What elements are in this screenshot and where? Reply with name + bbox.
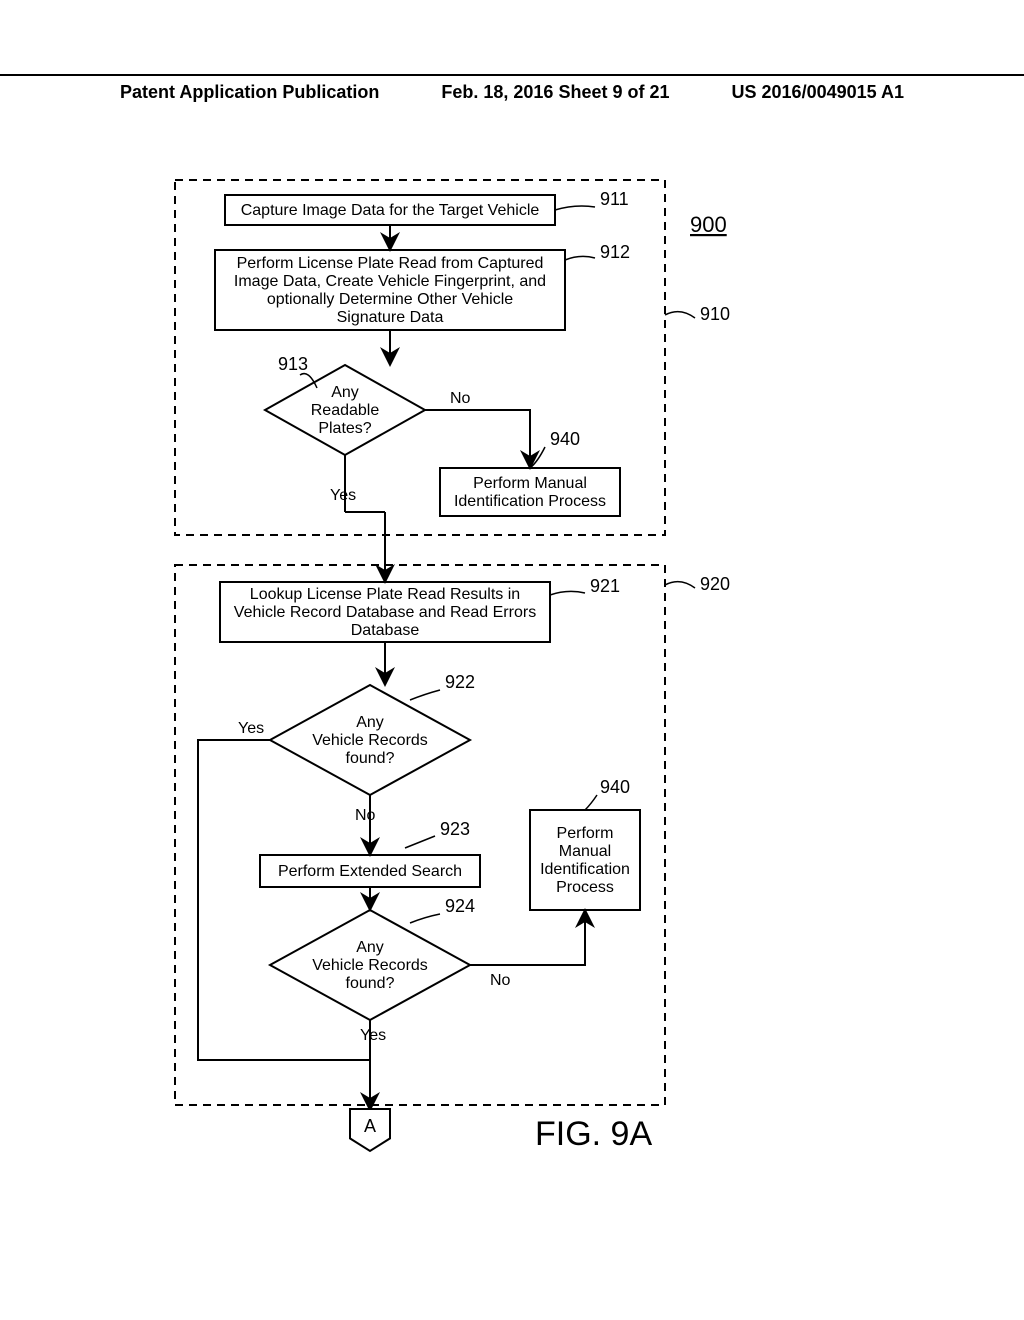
ref-label: 912 xyxy=(600,242,630,262)
diamond-text: Any xyxy=(331,384,359,401)
group-label: 920 xyxy=(700,574,730,594)
figure-label: FIG. 9A xyxy=(535,1115,652,1153)
edge-label: Yes xyxy=(360,1027,386,1044)
diamond-text: Any xyxy=(356,939,384,956)
group-label: 910 xyxy=(700,304,730,324)
box-text: Capture Image Data for the Target Vehicl… xyxy=(241,202,540,219)
box-text: Perform Manual xyxy=(473,475,587,492)
diamond-text: Plates? xyxy=(318,420,371,437)
edge-label: No xyxy=(490,972,511,989)
diamond-text: found? xyxy=(346,750,395,767)
ref-label: 922 xyxy=(445,672,475,692)
ref-label: 940 xyxy=(600,777,630,797)
ref-label: 923 xyxy=(440,819,470,839)
box-text: Lookup License Plate Read Results in xyxy=(250,586,520,603)
diamond-text: Vehicle Records xyxy=(312,732,428,749)
diamond-text: Readable xyxy=(311,402,380,419)
edge-label: No xyxy=(450,390,471,407)
diamond-text: found? xyxy=(346,975,395,992)
diamond-text: Vehicle Records xyxy=(312,957,428,974)
box-text: Process xyxy=(556,879,614,896)
box-text: Perform Extended Search xyxy=(278,863,462,880)
ref-label: 913 xyxy=(278,354,308,374)
edge-label: No xyxy=(355,807,376,824)
connector-label: A xyxy=(364,1116,376,1136)
ref-label: 921 xyxy=(590,576,620,596)
process-number: 900 xyxy=(690,212,727,237)
box-text: optionally Determine Other Vehicle xyxy=(267,291,513,308)
box-text: Vehicle Record Database and Read Errors xyxy=(234,604,536,621)
box-text: Image Data, Create Vehicle Fingerprint, … xyxy=(234,273,546,290)
diamond-text: Any xyxy=(356,714,384,731)
flowchart: 910 920 Capture Image Data for the Target … xyxy=(0,0,1024,1320)
flow-edge xyxy=(198,740,357,1060)
box-text: Manual xyxy=(559,843,611,860)
edge-label: Yes xyxy=(238,720,264,737)
page: Patent Application Publication Feb. 18, … xyxy=(0,0,1024,1320)
ref-label: 924 xyxy=(445,896,475,916)
box-text: Signature Data xyxy=(337,309,444,326)
box-text: Identification Process xyxy=(454,493,606,510)
box-text: Identification xyxy=(540,861,630,878)
box-text: Perform License Plate Read from Captured xyxy=(237,255,544,272)
ref-label: 940 xyxy=(550,429,580,449)
box-text: Perform xyxy=(557,825,614,842)
flow-edge xyxy=(425,410,530,468)
box-text: Database xyxy=(351,622,420,639)
flow-edge xyxy=(470,910,585,965)
ref-label: 911 xyxy=(600,189,629,209)
edge-label: Yes xyxy=(330,487,356,504)
